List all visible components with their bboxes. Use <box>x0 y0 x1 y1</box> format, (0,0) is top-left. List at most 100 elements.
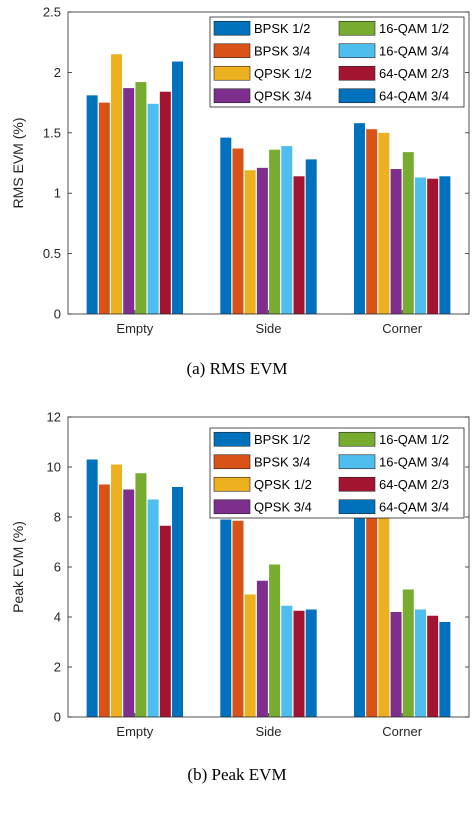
legend-box <box>209 16 465 108</box>
bar <box>159 91 171 314</box>
legend-swatch <box>213 431 251 447</box>
y-tick-label: 12 <box>47 410 61 425</box>
bar <box>123 88 135 314</box>
legend-label: BPSK 1/2 <box>254 432 310 447</box>
bar <box>390 612 402 717</box>
ticks-group: Empty Side Corner 0 2 4 6 8 10 12 <box>47 410 469 739</box>
legend-swatch <box>213 65 251 81</box>
bar <box>427 178 439 314</box>
legend-label: QPSK 3/4 <box>254 88 312 103</box>
x-tick-label: Corner <box>382 724 422 739</box>
legend-label: 64-QAM 3/4 <box>379 88 449 103</box>
bar <box>220 137 232 314</box>
bar <box>244 594 256 717</box>
legend-label: 16-QAM 3/4 <box>379 454 449 469</box>
y-tick-label: 0 <box>54 710 61 725</box>
bar <box>86 459 98 717</box>
bar <box>256 167 268 314</box>
legend-label: BPSK 3/4 <box>254 454 310 469</box>
bar <box>232 148 244 314</box>
legend: BPSK 1/2 BPSK 3/4 QPSK 1/2 QPSK 3/4 16-QAM 1… <box>209 16 465 108</box>
bar <box>98 484 110 717</box>
bar <box>402 589 414 717</box>
legend-label: QPSK 1/2 <box>254 66 312 81</box>
legend-swatch <box>338 454 376 470</box>
bar <box>281 146 293 314</box>
axes-frame <box>67 11 470 315</box>
bar <box>366 497 378 717</box>
y-tick-label: 4 <box>54 610 61 625</box>
bar <box>378 132 390 314</box>
y-tick-label: 6 <box>54 560 61 575</box>
legend-swatch <box>338 88 376 104</box>
x-tick-label: Corner <box>382 321 422 336</box>
bar <box>123 489 135 717</box>
legend-label: 16-QAM 3/4 <box>379 43 449 58</box>
peak-evm-chart: Empty Side Corner 0 2 4 6 8 10 12 Peak EVM (%) BP… <box>10 410 470 784</box>
chart-caption: (b) Peak EVM <box>187 765 286 784</box>
legend-swatch <box>338 499 376 515</box>
x-tick-label: Empty <box>116 321 153 336</box>
bar <box>439 176 451 314</box>
bar <box>353 494 365 717</box>
y-axis-label: RMS EVM (%) <box>10 118 26 209</box>
bar <box>244 170 256 314</box>
bar <box>147 499 159 717</box>
legend-swatch <box>338 43 376 59</box>
y-tick-label: 2 <box>54 65 61 80</box>
y-axis-label: Peak EVM (%) <box>10 521 26 613</box>
legend-swatch <box>213 43 251 59</box>
x-tick-label: Side <box>255 724 281 739</box>
bar <box>86 95 98 314</box>
bar <box>147 103 159 314</box>
chart-caption: (a) RMS EVM <box>186 359 287 378</box>
legend-swatch <box>213 88 251 104</box>
y-tick-label: 10 <box>47 460 61 475</box>
bar <box>159 525 171 717</box>
bar <box>402 152 414 314</box>
legend-label: BPSK 1/2 <box>254 21 310 36</box>
bars-group <box>86 459 451 717</box>
bar <box>135 473 147 717</box>
axes-frame <box>67 416 470 718</box>
bar <box>111 54 123 314</box>
bar <box>293 176 305 314</box>
bar <box>256 580 268 717</box>
legend-label: BPSK 3/4 <box>254 43 310 58</box>
bar <box>353 123 365 314</box>
y-tick-label: 1 <box>54 186 61 201</box>
bar <box>172 487 184 717</box>
bar <box>98 102 110 314</box>
bar <box>439 622 451 717</box>
y-tick-label: 0 <box>54 307 61 322</box>
y-tick-label: 8 <box>54 510 61 525</box>
bar <box>366 129 378 314</box>
ticks-group: Empty Side Corner 0 0.5 1 1.5 2 2.5 <box>43 5 469 336</box>
legend: BPSK 1/2 BPSK 3/4 QPSK 1/2 QPSK 3/4 16-QAM 1… <box>209 427 465 519</box>
legend-label: QPSK 3/4 <box>254 499 312 514</box>
bar <box>172 61 184 314</box>
bar <box>305 159 317 314</box>
y-tick-label: 2.5 <box>43 5 61 20</box>
bar <box>269 149 281 314</box>
x-tick-label: Empty <box>116 724 153 739</box>
legend-swatch <box>338 20 376 36</box>
bar <box>427 615 439 717</box>
legend-swatch <box>338 476 376 492</box>
legend-label: QPSK 1/2 <box>254 477 312 492</box>
legend-label: 64-QAM 2/3 <box>379 477 449 492</box>
bar <box>269 564 281 717</box>
legend-label: 16-QAM 1/2 <box>379 21 449 36</box>
bar <box>281 605 293 717</box>
legend-swatch <box>213 476 251 492</box>
bar <box>414 177 426 314</box>
legend-swatch <box>213 454 251 470</box>
bar <box>220 519 232 717</box>
legend-swatch <box>213 499 251 515</box>
y-tick-label: 0.5 <box>43 246 61 261</box>
legend-swatch <box>338 65 376 81</box>
bar <box>135 82 147 314</box>
legend-label: 64-QAM 3/4 <box>379 499 449 514</box>
